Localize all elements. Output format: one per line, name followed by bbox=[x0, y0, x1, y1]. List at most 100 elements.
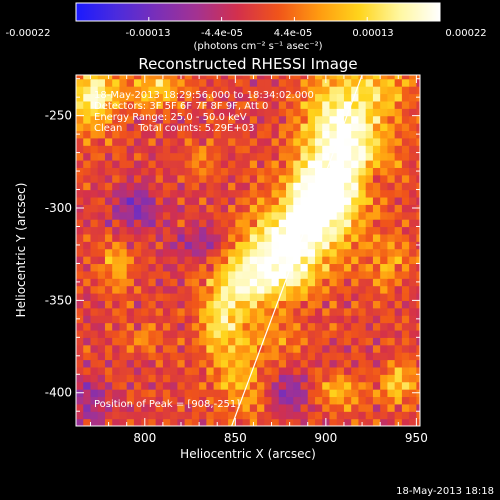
heatmap-cell bbox=[177, 396, 186, 405]
heatmap-cell bbox=[387, 300, 396, 309]
heatmap-cell bbox=[372, 219, 381, 228]
heatmap-cell bbox=[336, 285, 345, 294]
heatmap-cell bbox=[343, 285, 352, 294]
colorbar: -0.00022 -0.00013 -4.4e-05 4.4e-05 0.000… bbox=[6, 2, 487, 52]
heatmap-cell bbox=[162, 307, 171, 316]
heatmap-cell bbox=[257, 292, 265, 301]
heatmap-cell bbox=[191, 344, 200, 353]
heatmap-cell bbox=[206, 211, 215, 220]
heatmap-cell bbox=[249, 270, 258, 279]
heatmap-cell bbox=[97, 270, 106, 279]
heatmap-cell bbox=[307, 204, 316, 213]
heatmap-cell bbox=[358, 411, 367, 420]
heatmap-cell bbox=[177, 233, 186, 242]
heatmap-cell bbox=[220, 167, 229, 176]
heatmap-cell bbox=[300, 256, 309, 265]
heatmap-cell bbox=[329, 152, 338, 161]
heatmap-cell bbox=[126, 278, 135, 287]
heatmap-cell bbox=[104, 145, 113, 154]
heatmap-cell bbox=[387, 219, 396, 228]
heatmap-cell bbox=[257, 115, 265, 124]
heatmap-cell bbox=[372, 204, 381, 213]
heatmap-cell bbox=[372, 115, 381, 124]
heatmap-cell bbox=[191, 204, 200, 213]
heatmap-cell bbox=[184, 108, 193, 117]
heatmap-cell bbox=[300, 159, 309, 168]
heatmap-cell bbox=[162, 337, 171, 346]
heatmap-cell bbox=[322, 137, 331, 146]
heatmap-cell bbox=[314, 93, 323, 102]
heatmap-cell bbox=[343, 130, 352, 139]
heatmap-cell bbox=[307, 108, 316, 117]
heatmap-cell bbox=[90, 256, 99, 265]
heatmap-cell bbox=[220, 248, 229, 257]
heatmap-cell bbox=[126, 315, 135, 324]
heatmap-cell bbox=[343, 100, 352, 109]
heatmap-cell bbox=[206, 270, 215, 279]
heatmap-cell bbox=[343, 307, 352, 316]
heatmap-cell bbox=[336, 167, 345, 176]
heatmap-cell bbox=[358, 233, 367, 242]
solar-limb-line bbox=[231, 75, 363, 426]
heatmap-cell bbox=[387, 418, 396, 426]
heatmap-cell bbox=[307, 174, 316, 183]
heatmap-cell bbox=[322, 359, 331, 368]
heatmap-cell bbox=[336, 152, 345, 161]
heatmap-cell bbox=[372, 174, 381, 183]
heatmap-cell bbox=[206, 123, 215, 132]
heatmap-cell bbox=[336, 196, 345, 205]
heatmap-cell bbox=[133, 248, 142, 257]
heatmap-cell bbox=[184, 300, 193, 309]
heatmap-cell bbox=[336, 211, 345, 220]
heatmap-cell bbox=[104, 152, 113, 161]
heatmap-cell bbox=[300, 270, 309, 279]
heatmap-cell bbox=[148, 337, 157, 346]
heatmap-cell bbox=[112, 78, 121, 87]
heatmap-cell bbox=[228, 182, 236, 191]
heatmap-cell bbox=[170, 115, 178, 124]
heatmap-cell bbox=[394, 204, 403, 213]
heatmap-cell bbox=[365, 226, 374, 235]
heatmap-cell bbox=[133, 78, 142, 87]
heatmap-cell bbox=[133, 396, 142, 405]
heatmap-cell bbox=[249, 130, 258, 139]
heatmap-cell bbox=[257, 86, 265, 95]
heatmap-cell bbox=[199, 93, 207, 102]
heatmap-cell bbox=[228, 352, 236, 361]
heatmap-cell bbox=[90, 167, 99, 176]
heatmap-cell bbox=[351, 137, 360, 146]
heatmap-cell bbox=[162, 329, 171, 338]
heatmap-cell bbox=[220, 152, 229, 161]
heatmap-cell bbox=[104, 403, 113, 412]
heatmap-cell bbox=[336, 344, 345, 353]
heatmap-cell bbox=[365, 300, 374, 309]
heatmap-cell bbox=[242, 270, 251, 279]
heatmap-cell bbox=[220, 366, 229, 375]
heatmap-cell bbox=[416, 145, 420, 154]
heatmap-cell bbox=[184, 359, 193, 368]
heatmap-cell bbox=[83, 300, 92, 309]
heatmap-cell bbox=[286, 329, 294, 338]
heatmap-cell bbox=[249, 108, 258, 117]
heatmap-cell bbox=[148, 381, 157, 390]
heatmap-cell bbox=[401, 322, 410, 331]
heatmap-cell bbox=[286, 248, 294, 257]
heatmap-cell bbox=[329, 381, 338, 390]
heatmap-cell bbox=[76, 248, 84, 257]
heatmap-cell bbox=[286, 256, 294, 265]
heatmap-cell bbox=[329, 167, 338, 176]
heatmap-cell bbox=[141, 233, 150, 242]
heatmap-cell bbox=[380, 152, 389, 161]
heatmap-cell bbox=[365, 389, 374, 398]
heatmap-cell bbox=[300, 204, 309, 213]
heatmap-cell bbox=[112, 411, 121, 420]
heatmap-cell bbox=[300, 219, 309, 228]
heatmap-cell bbox=[271, 396, 280, 405]
heatmap-cell bbox=[380, 75, 389, 80]
heatmap-cell bbox=[133, 86, 142, 95]
heatmap-cell bbox=[119, 322, 128, 331]
heatmap-cell bbox=[141, 159, 150, 168]
heatmap-cell bbox=[228, 233, 236, 242]
heatmap-cell bbox=[235, 123, 244, 132]
heatmap-cell bbox=[133, 352, 142, 361]
